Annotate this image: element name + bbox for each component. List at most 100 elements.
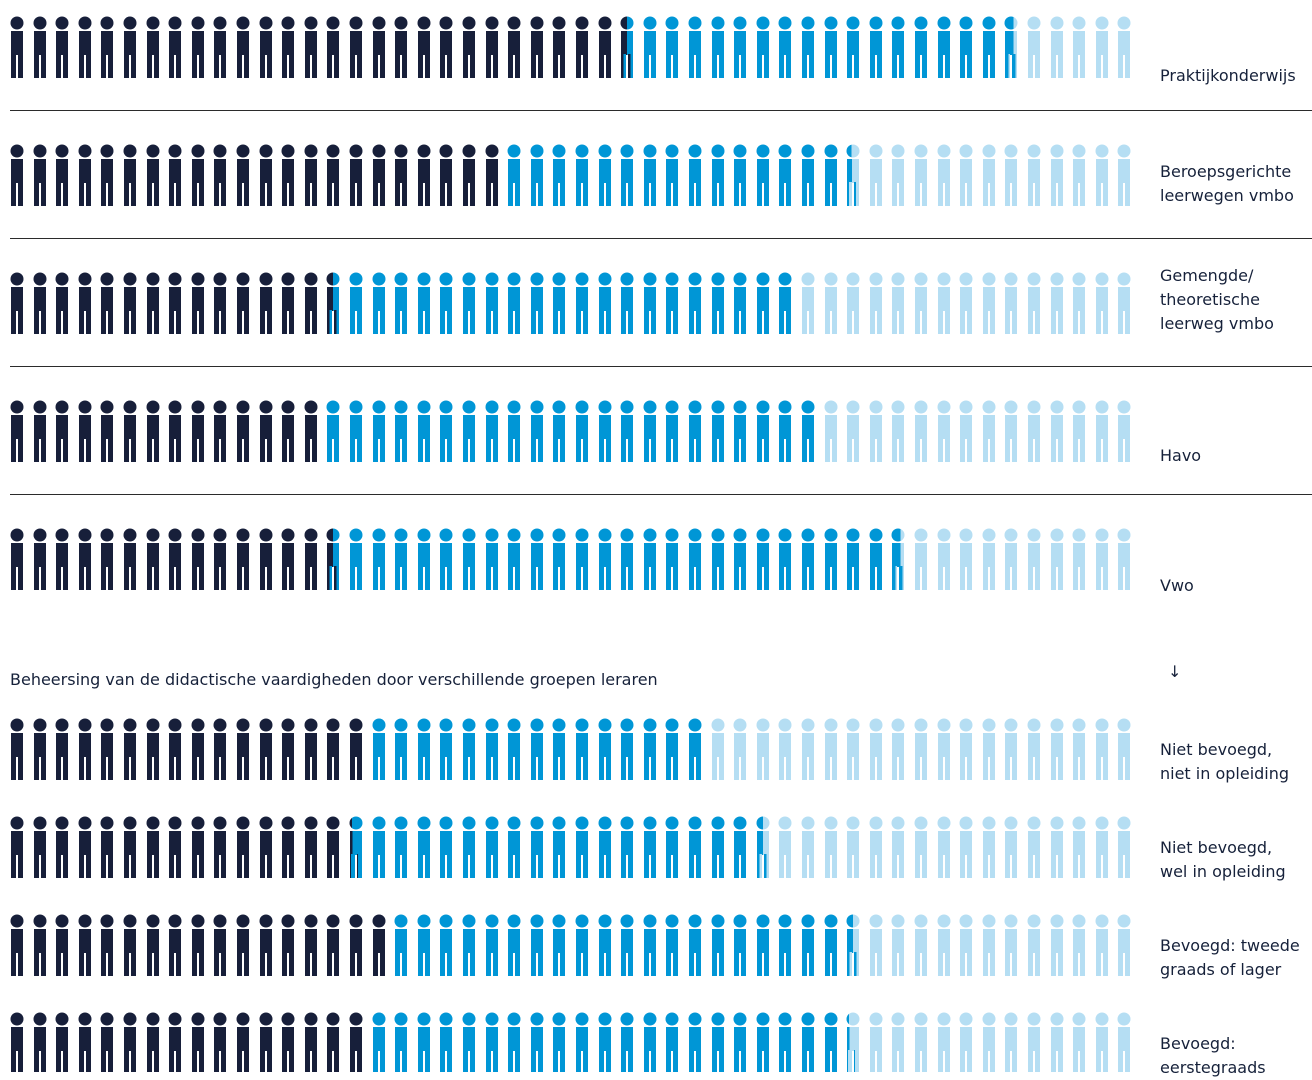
person-icon <box>462 272 476 334</box>
person-icon <box>982 718 996 780</box>
person-icon <box>1027 816 1041 878</box>
person-icon <box>372 400 386 462</box>
person-icon <box>100 144 114 206</box>
person-icon <box>349 272 363 334</box>
person-icon <box>1095 16 1109 78</box>
person-icon <box>349 16 363 78</box>
person-icon <box>914 528 928 590</box>
person-icon <box>1072 528 1086 590</box>
person-icon <box>100 718 114 780</box>
person-icon <box>1050 144 1064 206</box>
person-icon <box>530 272 544 334</box>
row-label-line: Praktijkonderwijs <box>1160 66 1296 85</box>
person-icon <box>846 16 860 78</box>
person-icon <box>869 816 883 878</box>
person-icon <box>643 914 657 976</box>
person-icon <box>1050 16 1064 78</box>
person-icon <box>1050 272 1064 334</box>
row-label-line: Gemengde/ <box>1160 266 1254 285</box>
person-icon <box>55 144 69 206</box>
person-icon <box>213 816 227 878</box>
person-icon <box>530 144 544 206</box>
person-icon <box>756 400 770 462</box>
person-icon <box>439 816 453 878</box>
person-icon <box>665 272 679 334</box>
row-label: Niet bevoegd, niet in opleiding <box>1160 738 1312 786</box>
person-icon <box>1004 816 1018 878</box>
person-icon <box>304 914 318 976</box>
person-icon <box>1027 144 1041 206</box>
row-divider <box>10 366 1312 367</box>
person-icon <box>304 816 318 878</box>
person-icon <box>394 272 408 334</box>
person-icon <box>982 816 996 878</box>
person-icon <box>801 272 815 334</box>
person-icon <box>281 1012 295 1072</box>
person-icon <box>439 914 453 976</box>
person-icon <box>846 272 860 334</box>
person-icon <box>711 718 725 780</box>
person-icon <box>552 272 566 334</box>
person-icon <box>756 144 770 206</box>
person-icon <box>213 914 227 976</box>
person-icon <box>846 816 860 878</box>
person-icon <box>485 1012 499 1072</box>
pictograph-row <box>10 816 1131 878</box>
person-icon <box>869 718 883 780</box>
person-icon <box>78 816 92 878</box>
person-icon <box>462 400 476 462</box>
person-icon <box>394 400 408 462</box>
person-icon <box>1027 914 1041 976</box>
person-icon <box>439 16 453 78</box>
person-icon <box>485 144 499 206</box>
person-icon <box>959 144 973 206</box>
person-icon <box>236 400 250 462</box>
person-icon <box>1072 718 1086 780</box>
person-icon <box>959 400 973 462</box>
person-icon <box>733 914 747 976</box>
person-icon <box>236 1012 250 1072</box>
person-icon <box>191 528 205 590</box>
person-icon <box>485 16 499 78</box>
chart-subtitle: Beheersing van de didactische vaardighed… <box>10 670 658 689</box>
person-icon <box>1117 272 1131 334</box>
person-icon <box>778 400 792 462</box>
person-icon <box>281 272 295 334</box>
person-icon <box>869 144 883 206</box>
person-icon <box>1095 914 1109 976</box>
person-icon <box>507 914 521 976</box>
row-divider <box>10 110 1312 111</box>
person-icon <box>1072 914 1086 976</box>
person-icon <box>530 718 544 780</box>
person-icon <box>213 1012 227 1072</box>
person-icon <box>78 144 92 206</box>
person-icon <box>259 144 273 206</box>
person-icon <box>959 528 973 590</box>
person-icon <box>326 718 340 780</box>
person-icon <box>372 272 386 334</box>
person-icon <box>1027 400 1041 462</box>
person-icon <box>462 718 476 780</box>
person-icon <box>914 816 928 878</box>
person-icon <box>620 914 634 976</box>
person-icon <box>191 272 205 334</box>
person-icon <box>236 144 250 206</box>
person-icon <box>55 528 69 590</box>
person-icon <box>869 528 883 590</box>
person-icon <box>688 16 702 78</box>
person-icon <box>824 914 838 976</box>
person-icon <box>959 16 973 78</box>
person-icon <box>869 400 883 462</box>
pictograph-row <box>10 144 1131 206</box>
person-icon <box>824 272 838 334</box>
person-icon <box>191 816 205 878</box>
person-icon <box>665 1012 679 1072</box>
person-icon <box>507 718 521 780</box>
person-icon <box>191 718 205 780</box>
person-icon <box>824 400 838 462</box>
person-icon <box>982 400 996 462</box>
pictograph-row <box>10 272 1131 334</box>
person-icon <box>462 816 476 878</box>
person-icon <box>914 914 928 976</box>
